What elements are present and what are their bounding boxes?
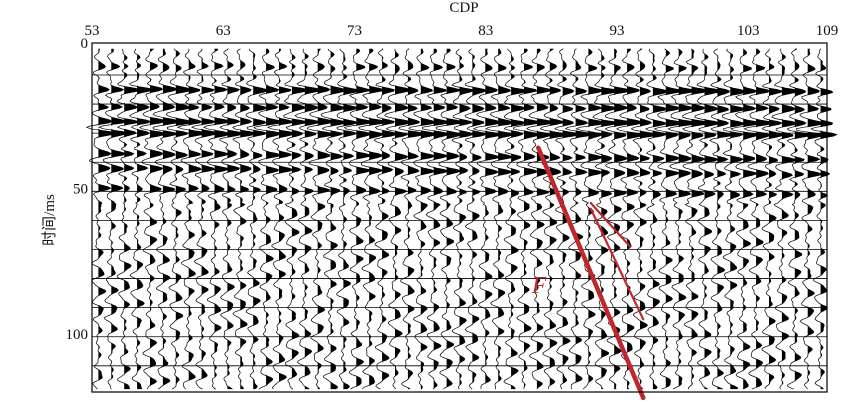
seismic-trace-fill	[743, 48, 761, 390]
seismic-trace	[128, 48, 154, 390]
seismic-trace	[484, 48, 515, 390]
seismic-trace-fill	[304, 48, 321, 390]
seismic-trace-fill	[137, 48, 153, 390]
fault-line-minor	[589, 207, 645, 321]
seismic-trace-fill	[820, 48, 837, 390]
seismic-trace	[165, 48, 193, 390]
seismic-trace-fill	[652, 48, 668, 390]
seismic-trace-fill	[162, 48, 180, 390]
seismic-trace-fill	[536, 48, 554, 390]
seismic-trace-fill	[175, 48, 192, 390]
seismic-trace	[810, 48, 838, 390]
x-tick-label: 109	[816, 23, 839, 39]
seismic-trace-fill	[150, 48, 166, 390]
seismic-trace-fill	[407, 48, 425, 390]
seismic-trace-fill	[781, 48, 799, 390]
seismic-trace	[694, 48, 722, 390]
y-tick-labels: 0 50 100	[66, 36, 89, 343]
seismic-trace-fill	[317, 48, 334, 390]
seismic-trace-fill	[446, 48, 464, 390]
seismic-trace	[709, 48, 735, 390]
seismic-trace-fill	[382, 48, 397, 390]
seismic-trace-fill	[459, 48, 474, 390]
seismic-trace-fill	[98, 48, 116, 390]
fault-line-minor	[589, 201, 632, 248]
seismic-trace-fill	[472, 48, 487, 390]
x-tick-label: 83	[478, 23, 493, 39]
plot-frame	[91, 42, 828, 393]
seismic-trace-fill	[614, 48, 633, 390]
seismic-trace-fill	[266, 48, 283, 390]
y-tick-label: 50	[73, 181, 88, 197]
seismic-trace	[526, 48, 555, 390]
seismic-trace-fill	[601, 48, 619, 390]
seismic-trace-fill	[111, 48, 128, 390]
seismic-trace	[294, 48, 322, 390]
fault-line-main	[536, 145, 646, 401]
x-axis-title: CDP	[449, 0, 478, 16]
x-tick-label: 103	[737, 23, 760, 39]
seismic-traces	[85, 48, 838, 390]
y-axis-title: 时间/ms	[41, 194, 58, 246]
seismic-trace-fill	[717, 48, 733, 390]
seismic-trace-fill	[730, 48, 746, 390]
seismic-trace	[283, 48, 309, 390]
seismic-trace-fill	[201, 48, 218, 390]
seismic-trace	[512, 48, 541, 390]
seismic-trace-fill	[704, 48, 721, 390]
seismic-trace-fill	[227, 48, 243, 390]
x-tick-label: 63	[216, 23, 231, 39]
seismic-trace	[616, 48, 644, 390]
seismic-trace-fill	[769, 48, 784, 390]
x-tick-label: 53	[85, 23, 100, 39]
seismic-trace	[306, 48, 335, 390]
seismic-trace-fill	[433, 48, 450, 390]
seismic-trace-fill	[279, 48, 295, 390]
seismic-trace-fill	[485, 48, 502, 390]
seismic-trace-fill	[369, 48, 387, 390]
seismic-trace	[336, 48, 360, 390]
seismic-trace-fill	[124, 48, 141, 390]
seismic-trace-fill	[756, 48, 774, 390]
seismic-trace-fill	[253, 48, 268, 390]
y-tick-label: 0	[81, 36, 89, 52]
seismic-trace-fill	[330, 48, 346, 390]
seismic-trace-fill	[498, 48, 515, 390]
seismic-trace-fill	[214, 48, 231, 390]
seismic-trace-fill	[575, 48, 593, 390]
seismic-trace	[202, 48, 232, 390]
seismic-trace	[320, 48, 347, 390]
x-tick-labels: 53 63 73 83 93 103 109	[85, 23, 839, 39]
seismic-trace-fill	[678, 48, 698, 390]
seismic-trace-fill	[794, 48, 812, 390]
seismic-trace-fill	[807, 48, 824, 390]
seismic-trace	[729, 48, 762, 390]
seismic-trace-fill	[420, 48, 437, 390]
seismic-trace-fill	[395, 48, 411, 390]
seismic-trace	[139, 48, 167, 390]
seismic-trace-fill	[562, 48, 580, 390]
x-tick-label: 73	[347, 23, 362, 39]
seismic-trace-fill	[665, 48, 684, 390]
seismic-trace-fill	[524, 48, 540, 390]
fault-label: F	[531, 273, 547, 299]
seismic-trace-fill	[240, 48, 257, 390]
y-tick-label: 100	[66, 327, 89, 343]
fault-lines: F	[531, 145, 646, 401]
seismic-trace-fill	[627, 48, 644, 390]
seismic-trace	[435, 48, 464, 390]
seismic-trace-fill	[691, 48, 710, 390]
seismic-trace-fill	[343, 48, 359, 390]
seismic-trace-fill	[291, 48, 309, 390]
plot-area: F	[85, 42, 838, 401]
seismic-trace-fill	[188, 48, 206, 390]
seismic-trace-fill	[511, 48, 528, 390]
seismic-trace	[786, 48, 813, 390]
seismic-trace	[408, 48, 438, 390]
seismic-trace-fill	[356, 48, 373, 390]
seismic-trace-fill	[588, 48, 607, 390]
x-tick-label: 93	[610, 23, 625, 39]
